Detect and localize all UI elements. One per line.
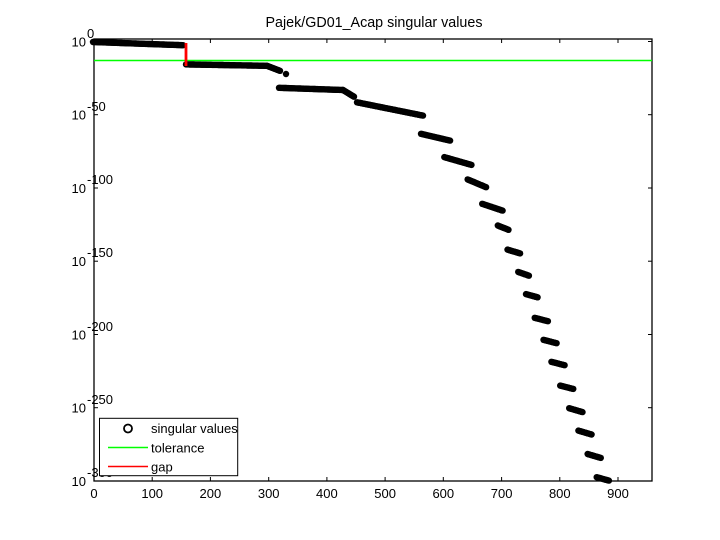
- svg-text:10: 10: [72, 108, 86, 123]
- svg-text:-150: -150: [87, 245, 113, 260]
- svg-text:-200: -200: [87, 319, 113, 334]
- svg-text:gap: gap: [151, 460, 173, 475]
- svg-text:10: 10: [72, 328, 86, 343]
- svg-text:300: 300: [258, 486, 280, 501]
- svg-text:800: 800: [549, 486, 571, 501]
- svg-text:700: 700: [491, 486, 513, 501]
- svg-text:500: 500: [374, 486, 396, 501]
- svg-text:10: 10: [72, 474, 86, 489]
- svg-text:200: 200: [200, 486, 222, 501]
- svg-text:singular values: singular values: [151, 421, 238, 436]
- svg-text:10: 10: [72, 401, 86, 416]
- svg-text:900: 900: [607, 486, 629, 501]
- svg-text:100: 100: [141, 486, 163, 501]
- svg-text:400: 400: [316, 486, 338, 501]
- svg-text:tolerance: tolerance: [151, 441, 204, 456]
- svg-text:Pajek/GD01_Acap singular value: Pajek/GD01_Acap singular values: [266, 15, 483, 31]
- svg-text:-250: -250: [87, 392, 113, 407]
- svg-text:10: 10: [72, 254, 86, 269]
- svg-text:-50: -50: [87, 99, 106, 114]
- svg-text:10: 10: [72, 181, 86, 196]
- svg-text:-100: -100: [87, 172, 113, 187]
- svg-text:10: 10: [72, 35, 86, 50]
- svg-text:0: 0: [90, 486, 97, 501]
- svg-text:600: 600: [432, 486, 454, 501]
- svg-text:0: 0: [87, 26, 94, 41]
